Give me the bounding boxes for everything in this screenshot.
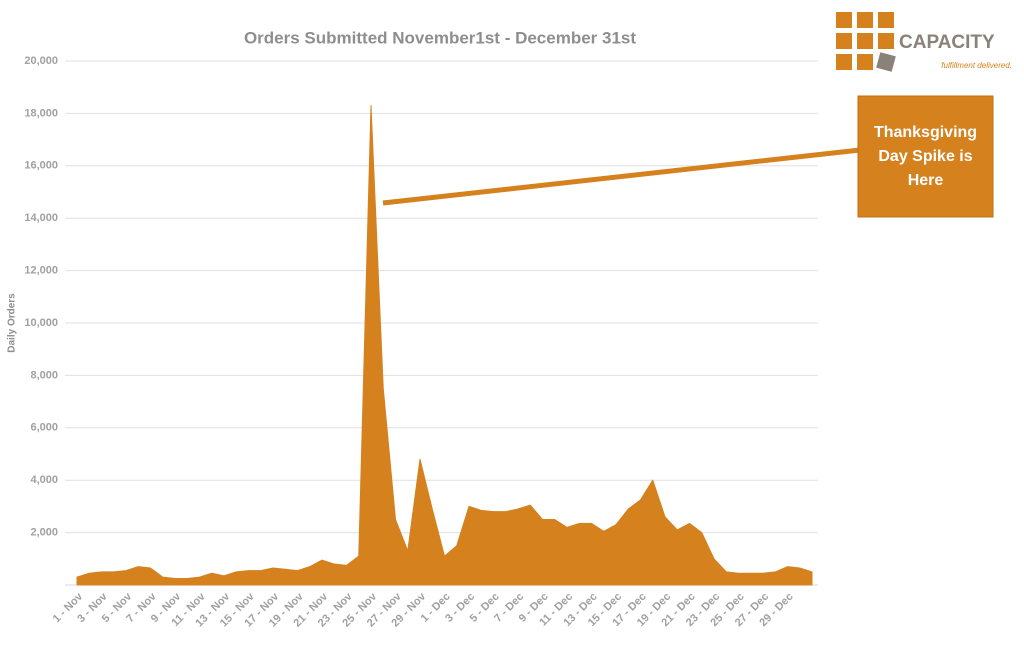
y-tick-label: 16,000	[24, 160, 58, 172]
annotation-text: Thanksgiving Day Spike is Here	[873, 123, 978, 189]
y-tick-label: 12,000	[24, 265, 58, 277]
annotation-box	[857, 95, 994, 218]
y-tick-label: 4,000	[30, 474, 58, 486]
annotation-wrap: Thanksgiving Day Spike is Here	[873, 123, 978, 189]
chart-title: Orders Submitted November1st - December …	[244, 28, 636, 47]
y-tick-label: 2,000	[30, 527, 58, 539]
y-tick-label: 6,000	[30, 422, 58, 434]
y-tick-label: 10,000	[24, 317, 58, 329]
area	[76, 105, 813, 586]
y-tick-label: 18,000	[24, 107, 58, 119]
y-axis-title: Daily Orders	[7, 293, 18, 353]
logo-tagline: fulfillment delivered.	[941, 61, 1012, 70]
logo-name: CAPACITY	[899, 32, 995, 53]
y-tick-label: 8,000	[30, 369, 58, 381]
annotation-arrow	[382, 147, 861, 206]
y-tick-label: 20,000	[24, 55, 58, 67]
y-tick-label: 14,000	[24, 212, 58, 224]
logo: CAPACITY fulfillment delivered.	[836, 12, 1012, 72]
